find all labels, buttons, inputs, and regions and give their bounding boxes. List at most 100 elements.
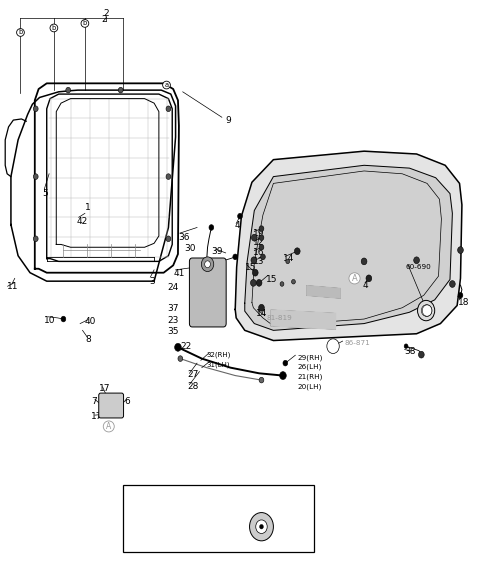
Text: 36: 36	[178, 233, 190, 242]
Text: 41: 41	[173, 269, 185, 278]
Text: b: b	[230, 496, 235, 502]
Text: 81-819: 81-819	[266, 315, 292, 321]
Text: 17: 17	[91, 412, 103, 421]
Circle shape	[178, 356, 183, 361]
Text: 16: 16	[253, 248, 264, 257]
Circle shape	[260, 524, 264, 529]
Circle shape	[291, 279, 295, 284]
Text: A: A	[352, 274, 358, 283]
Polygon shape	[235, 151, 462, 341]
Circle shape	[34, 174, 38, 179]
FancyBboxPatch shape	[190, 258, 226, 327]
Circle shape	[252, 269, 258, 276]
Text: 30: 30	[185, 244, 196, 253]
Circle shape	[280, 371, 286, 379]
Polygon shape	[271, 310, 336, 329]
Circle shape	[294, 248, 300, 254]
Circle shape	[166, 236, 171, 241]
Circle shape	[422, 305, 432, 316]
Circle shape	[250, 512, 274, 541]
Text: 35: 35	[168, 327, 179, 336]
Circle shape	[108, 401, 115, 410]
Text: 17: 17	[99, 383, 111, 392]
Circle shape	[280, 282, 284, 286]
Text: 24: 24	[168, 283, 179, 292]
Circle shape	[204, 261, 210, 268]
Text: 27: 27	[188, 370, 199, 379]
Text: A: A	[106, 422, 111, 431]
Text: 15: 15	[245, 262, 256, 272]
Circle shape	[414, 257, 420, 264]
Text: 39: 39	[211, 247, 223, 256]
Text: 14: 14	[283, 254, 294, 263]
Circle shape	[109, 403, 113, 408]
Text: 31(LH): 31(LH)	[206, 361, 230, 367]
Text: 5: 5	[42, 189, 48, 198]
Text: 22: 22	[180, 342, 192, 350]
Text: 23: 23	[168, 316, 179, 325]
Bar	[123, 485, 314, 553]
Circle shape	[34, 236, 38, 241]
Text: 40: 40	[85, 318, 96, 327]
Circle shape	[256, 520, 267, 533]
Circle shape	[233, 254, 238, 260]
Text: 29(RH): 29(RH)	[297, 354, 323, 361]
Text: 7: 7	[91, 396, 97, 406]
Circle shape	[66, 87, 71, 93]
Text: 13: 13	[253, 257, 264, 266]
Circle shape	[251, 279, 256, 286]
Circle shape	[327, 339, 339, 353]
Circle shape	[361, 258, 367, 265]
Circle shape	[251, 257, 257, 264]
Text: 32(RH): 32(RH)	[206, 352, 231, 358]
Text: 25: 25	[211, 319, 223, 328]
Circle shape	[256, 279, 262, 286]
Text: 1: 1	[85, 203, 91, 212]
Text: 2: 2	[101, 15, 107, 24]
Text: 20(LH): 20(LH)	[297, 383, 322, 390]
Text: 9: 9	[226, 115, 231, 124]
Text: 2: 2	[104, 9, 109, 18]
Text: 4: 4	[363, 281, 368, 290]
Circle shape	[283, 360, 288, 366]
Text: 11: 11	[7, 282, 19, 291]
Text: 14: 14	[256, 309, 268, 318]
Circle shape	[261, 254, 265, 260]
Circle shape	[366, 275, 372, 282]
Circle shape	[404, 344, 408, 348]
Circle shape	[421, 305, 431, 316]
Text: b: b	[18, 30, 23, 35]
Circle shape	[286, 259, 289, 264]
Text: 60-690: 60-690	[406, 264, 432, 270]
Circle shape	[61, 316, 66, 322]
Text: 4: 4	[234, 222, 240, 230]
Circle shape	[259, 235, 264, 240]
Circle shape	[209, 225, 214, 230]
Text: 33: 33	[246, 494, 258, 503]
Circle shape	[259, 244, 264, 250]
Text: 21(RH): 21(RH)	[297, 373, 323, 380]
Text: b: b	[52, 25, 56, 31]
Text: 34: 34	[151, 494, 162, 503]
Text: 18: 18	[458, 298, 469, 307]
Circle shape	[457, 247, 463, 253]
Text: 28: 28	[188, 382, 199, 391]
Polygon shape	[245, 165, 452, 331]
Text: b: b	[83, 20, 87, 27]
Text: 15: 15	[266, 275, 277, 284]
Text: 38: 38	[405, 347, 416, 356]
Circle shape	[449, 281, 455, 287]
Circle shape	[422, 305, 432, 316]
Circle shape	[252, 234, 257, 241]
Circle shape	[175, 343, 181, 351]
Circle shape	[166, 174, 171, 179]
Circle shape	[118, 87, 123, 93]
Text: 12: 12	[253, 238, 264, 247]
Text: 10: 10	[44, 316, 56, 325]
Text: 37: 37	[168, 304, 179, 314]
Circle shape	[201, 257, 214, 272]
Text: 42: 42	[77, 218, 88, 226]
Text: 3: 3	[149, 277, 155, 286]
Text: 86-871: 86-871	[344, 340, 370, 346]
Circle shape	[458, 293, 463, 298]
